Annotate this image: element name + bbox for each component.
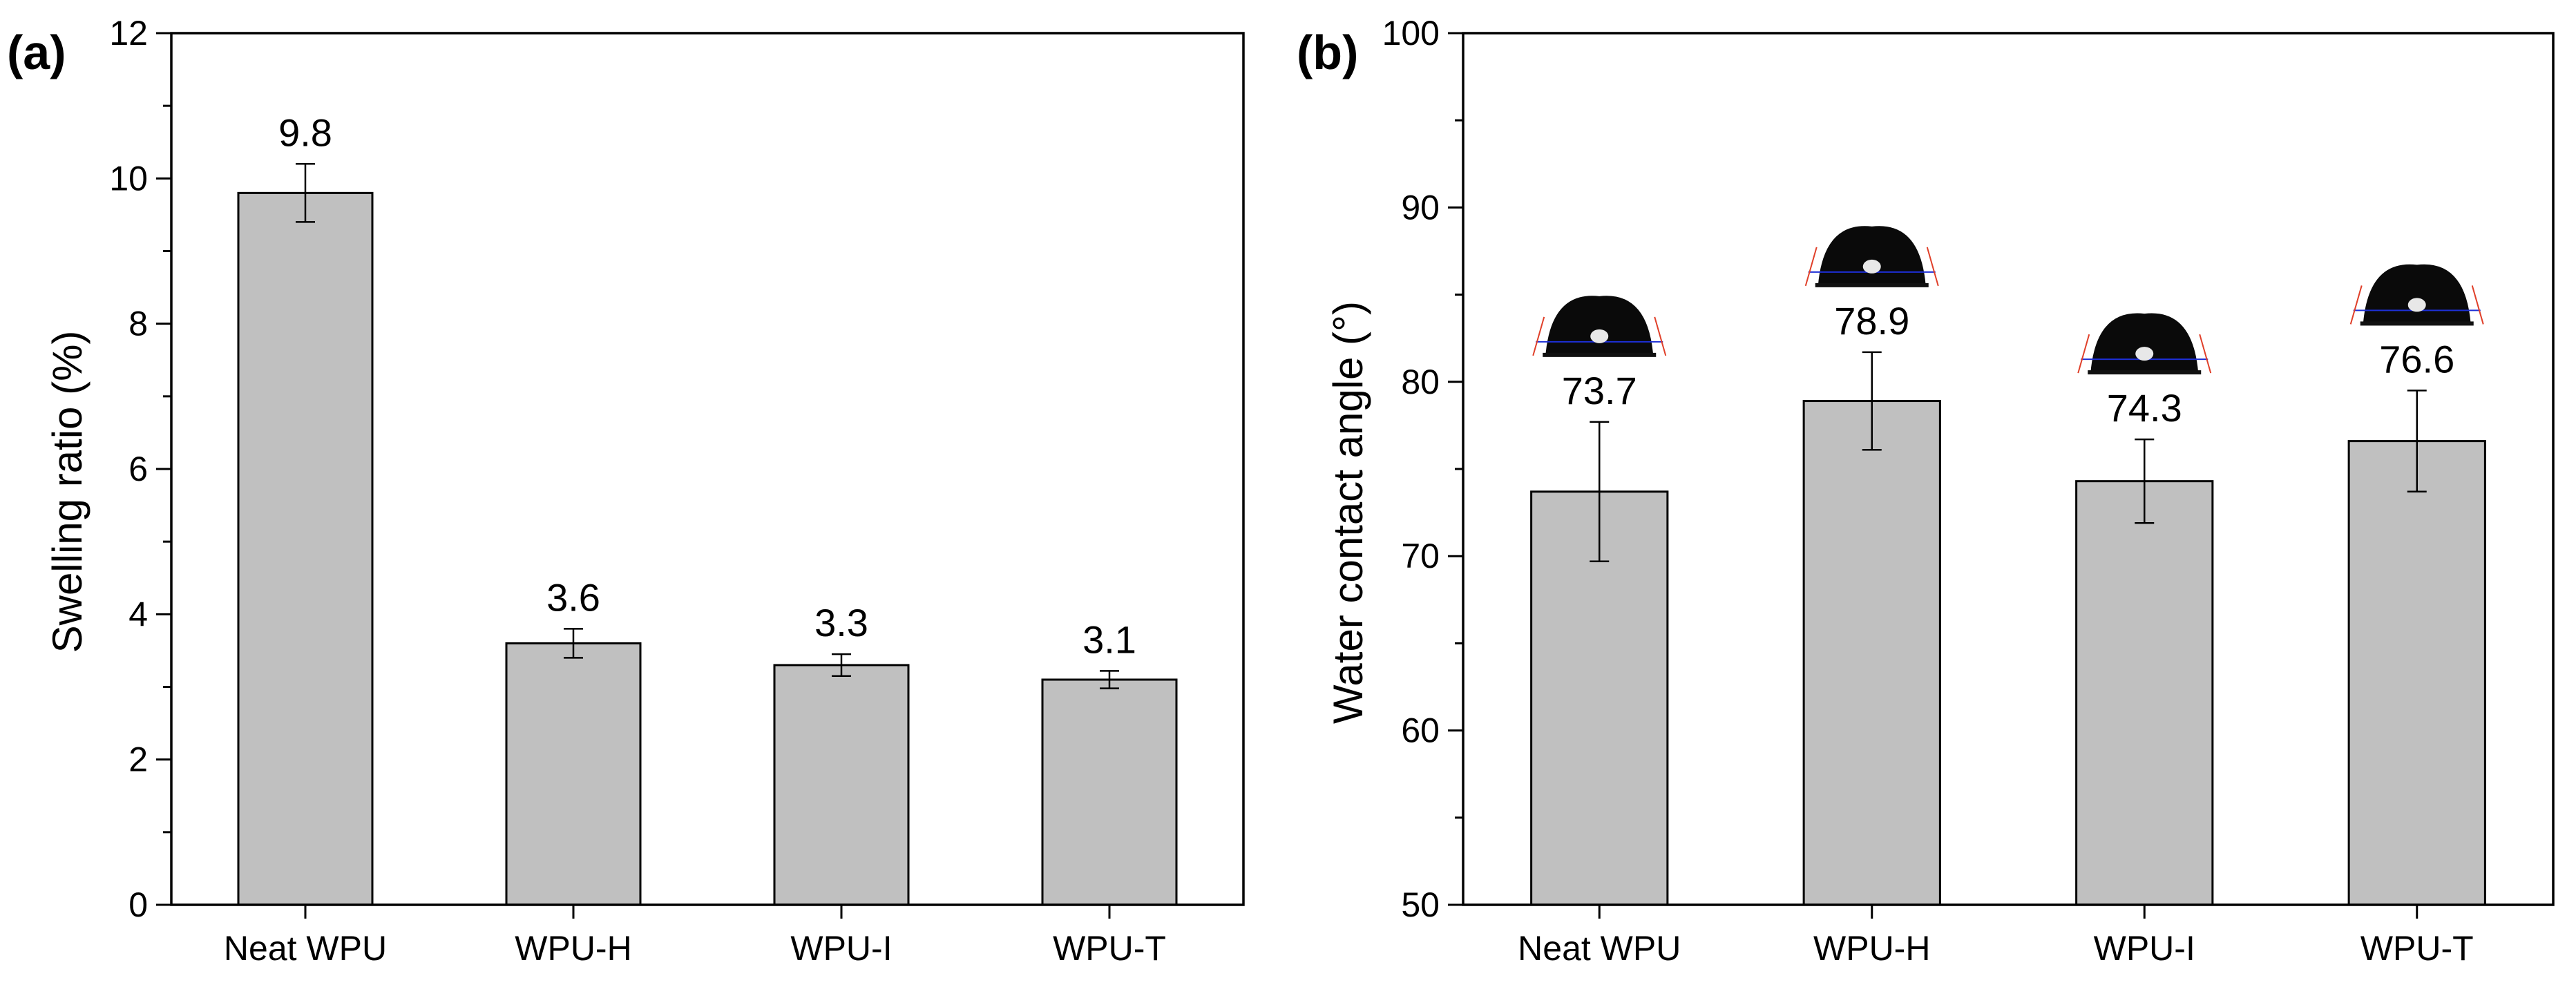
droplet-shape — [2363, 264, 2471, 325]
droplet-tangent-right — [1926, 247, 1939, 287]
y-tick-label: 12 — [109, 14, 148, 52]
panel-b: (b) Water contact angle (°) 50 60 70 80 90 10… — [1297, 14, 2555, 968]
y-tick-label: 70 — [1401, 537, 1440, 575]
bar — [2347, 440, 2486, 906]
error-bar — [296, 163, 315, 223]
y-tick-label: 10 — [109, 159, 148, 198]
x-tick-label: WPU-I — [790, 929, 892, 968]
y-axis-title: Swelling ratio (%) — [44, 331, 90, 653]
y-tick-label: 50 — [1401, 885, 1440, 924]
droplet-image — [1532, 294, 1667, 358]
droplet-tangent-right — [1654, 316, 1667, 356]
bar — [2075, 480, 2214, 906]
droplet-substrate — [2088, 370, 2202, 375]
data-label: 9.8 — [278, 111, 332, 154]
data-label: 73.7 — [1562, 369, 1637, 412]
error-bar — [1590, 421, 1610, 563]
droplet-substrate — [1543, 352, 1657, 357]
droplet-substrate — [1815, 282, 1929, 287]
droplet-image — [2349, 263, 2484, 327]
droplet-highlight — [1590, 329, 1609, 343]
y-tick-label: 80 — [1401, 363, 1440, 401]
y-tick-label: 100 — [1382, 14, 1440, 52]
bar — [237, 191, 374, 906]
plot-frame — [170, 32, 1245, 906]
error-bar — [1862, 351, 1882, 451]
droplet-shape — [2090, 313, 2199, 374]
droplet-image — [2077, 312, 2212, 376]
droplet-highlight — [1862, 259, 1881, 274]
x-tick-label: WPU-H — [1813, 929, 1930, 968]
droplet-image — [1804, 224, 1939, 289]
droplet-shape — [1817, 226, 1926, 286]
bar — [505, 642, 642, 906]
y-tick-label: 0 — [128, 885, 148, 924]
error-bar — [2135, 438, 2155, 524]
x-tick-label: Neat WPU — [224, 929, 387, 968]
droplet-tangent-right — [2471, 285, 2484, 325]
y-tick-label: 2 — [128, 740, 148, 779]
x-tick-label: WPU-I — [2094, 929, 2195, 968]
bar — [773, 664, 910, 906]
plot-frame — [1462, 32, 2555, 906]
error-bar — [832, 653, 851, 677]
panel-a: (a) Swelling ratio (%) 0 2 4 6 8 10 12 9.8 Neat … — [7, 14, 1245, 968]
y-tick-label: 90 — [1401, 188, 1440, 227]
data-label: 3.1 — [1082, 617, 1136, 661]
data-label: 3.3 — [814, 601, 868, 644]
bar — [1802, 400, 1941, 906]
y-tick-label: 4 — [128, 595, 148, 633]
x-tick-label: WPU-H — [515, 929, 631, 968]
droplet-substrate — [2360, 321, 2474, 326]
data-label: 76.6 — [2379, 337, 2454, 381]
droplet-shape — [1545, 296, 1654, 356]
error-bar — [564, 628, 583, 659]
droplet-highlight — [2135, 347, 2154, 361]
x-tick-label: WPU-T — [2360, 929, 2474, 968]
y-tick-label: 6 — [128, 450, 148, 488]
panel-label: (a) — [7, 26, 66, 79]
panel-label: (b) — [1297, 26, 1358, 79]
y-tick-label: 60 — [1401, 711, 1440, 750]
droplet-tangent-left — [1804, 247, 1817, 287]
data-label: 74.3 — [2107, 386, 2182, 430]
y-axis-title: Water contact angle (°) — [1325, 301, 1371, 724]
droplet-highlight — [2407, 298, 2426, 312]
data-label: 3.6 — [546, 575, 600, 619]
data-label: 78.9 — [1834, 299, 1909, 343]
droplet-tangent-left — [2077, 334, 2090, 374]
droplet-tangent-left — [1532, 316, 1545, 356]
error-bar — [2407, 390, 2427, 493]
droplet-tangent-right — [2199, 334, 2212, 374]
x-tick-label: WPU-T — [1053, 929, 1166, 968]
y-tick-label: 8 — [128, 305, 148, 343]
bar — [1041, 678, 1178, 906]
x-tick-label: Neat WPU — [1518, 929, 1681, 968]
error-bar — [1100, 670, 1119, 689]
droplet-tangent-left — [2349, 285, 2363, 325]
